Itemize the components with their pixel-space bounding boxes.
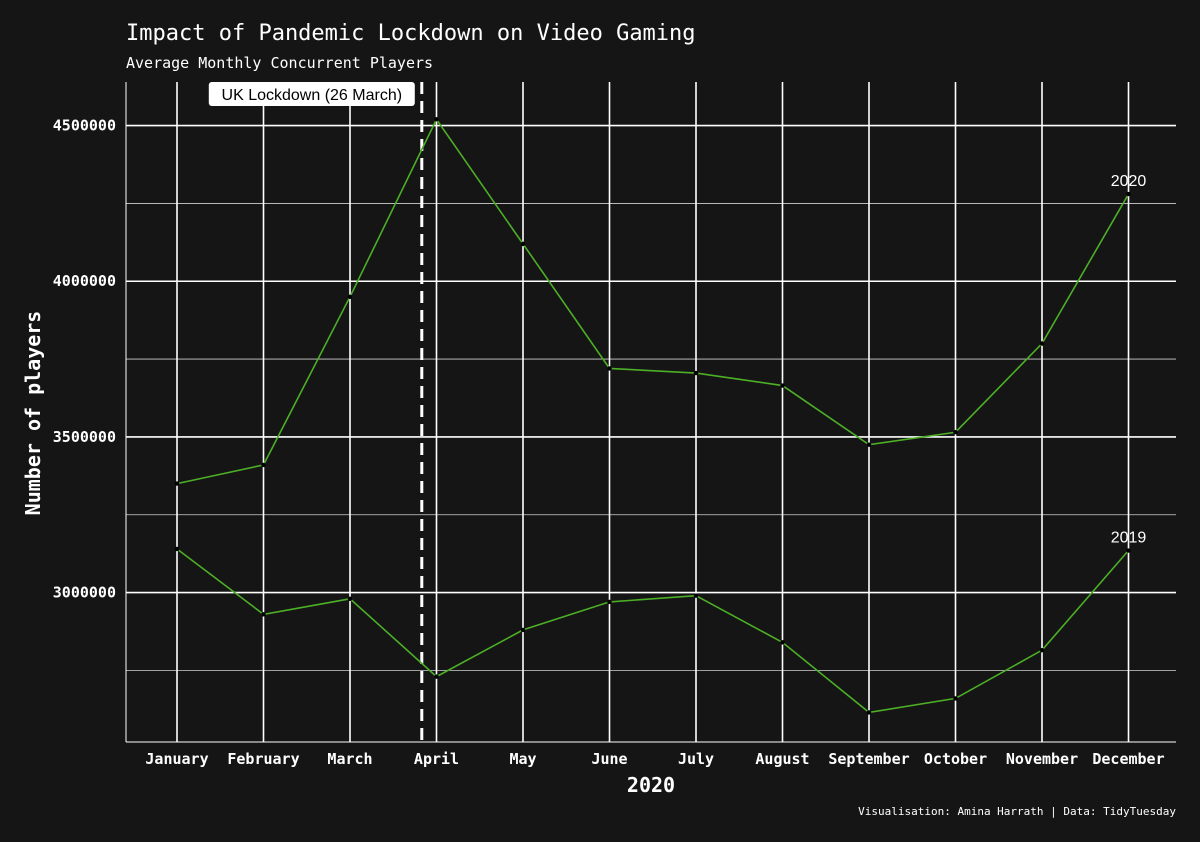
point-2020-February <box>261 462 266 468</box>
x-tick-label: October <box>924 750 987 768</box>
y-tick-label: 3500000 <box>53 428 116 446</box>
x-tick-label: May <box>509 750 536 768</box>
lockdown-label: UK Lockdown (26 March) <box>222 87 403 104</box>
point-2020-January <box>174 481 180 486</box>
point-2020-June <box>607 366 612 371</box>
x-tick-label: April <box>414 750 459 768</box>
point-2020-July <box>693 370 699 376</box>
chart-subtitle: Average Monthly Concurrent Players <box>126 54 433 72</box>
point-2020-April <box>434 117 439 122</box>
series-label-2019: 2019 <box>1111 530 1147 547</box>
point-2019-July <box>693 593 699 598</box>
point-2020-November <box>1039 341 1045 346</box>
grid-lines <box>126 82 1176 742</box>
point-2019-December <box>1126 548 1131 553</box>
point-2019-January <box>174 546 180 552</box>
point-2020-May <box>520 241 526 247</box>
x-tick-label: August <box>755 750 809 768</box>
point-2019-April <box>434 674 439 679</box>
point-2019-November <box>1039 647 1045 653</box>
point-2020-October <box>953 430 958 435</box>
point-2020-March <box>347 294 353 300</box>
point-2020-December <box>1126 191 1131 197</box>
series-line-2020 <box>176 117 1130 485</box>
x-tick-label: September <box>828 750 909 768</box>
point-2019-March <box>347 596 353 601</box>
point-2020-September <box>866 442 872 447</box>
point-2019-September <box>866 710 872 715</box>
series-lines: 2020 2019 <box>174 117 1147 715</box>
x-tick-label: November <box>1006 750 1078 768</box>
x-tick-label: December <box>1092 750 1164 768</box>
lockdown-label-box <box>208 82 415 106</box>
series-line-2019 <box>176 548 1130 714</box>
point-2020-August <box>780 383 785 388</box>
point-2019-February <box>261 612 266 617</box>
y-tick-label: 4500000 <box>53 117 116 135</box>
x-tick-label: January <box>145 750 208 768</box>
point-2019-May <box>520 627 526 633</box>
point-2019-August <box>780 640 785 645</box>
chart-caption: Visualisation: Amina Harrath | Data: Tid… <box>858 805 1176 818</box>
lockdown-annotation: UK Lockdown (26 March) <box>208 82 424 742</box>
x-axis-title: 2020 <box>627 773 675 797</box>
y-tick-label: 4000000 <box>53 272 116 290</box>
x-tick-label: March <box>327 750 372 768</box>
tick-labels: January February March April May June July Augu… <box>53 117 1165 768</box>
x-tick-label: June <box>591 750 627 768</box>
point-2019-October <box>953 696 958 701</box>
y-tick-label: 3000000 <box>53 584 116 602</box>
axes <box>125 82 1176 743</box>
x-tick-label: July <box>678 750 714 768</box>
x-tick-label: February <box>227 750 299 768</box>
chart-title: Impact of Pandemic Lockdown on Video Gam… <box>126 21 696 46</box>
y-axis-title: Number of players <box>21 311 45 516</box>
point-2019-June <box>607 599 612 605</box>
series-label-2020: 2020 <box>1111 173 1147 190</box>
